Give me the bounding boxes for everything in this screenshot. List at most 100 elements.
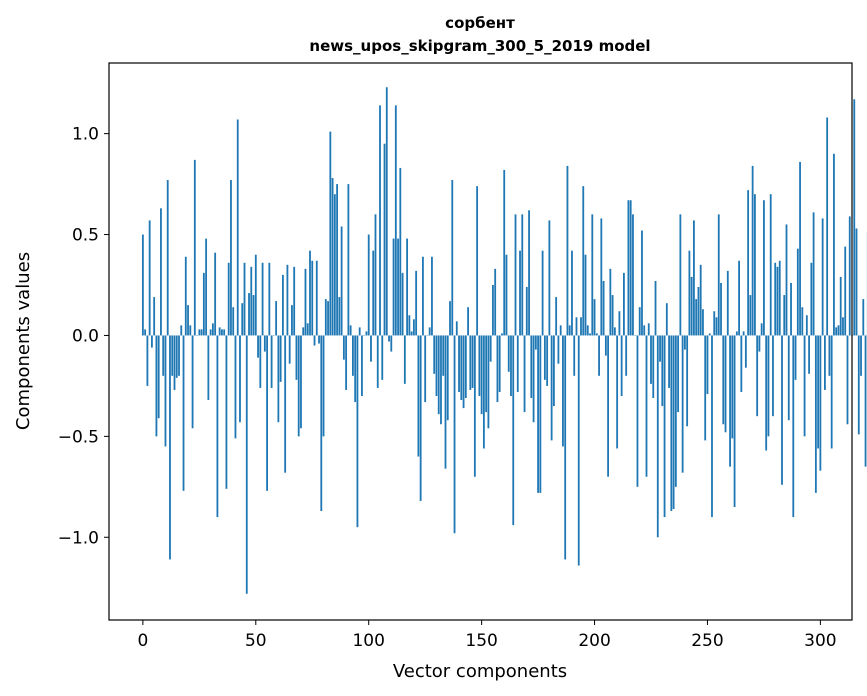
bar-component-269 [749, 295, 752, 336]
bar-component-159 [501, 333, 503, 336]
bar-component-177 [541, 250, 544, 336]
bar-component-235 [672, 335, 675, 510]
bar-component-39 [230, 180, 232, 336]
bar-component-51 [257, 335, 259, 358]
bar-component-80 [322, 335, 325, 437]
bar-component-163 [510, 335, 512, 396]
bar-component-244 [693, 220, 695, 336]
bar-component-180 [548, 220, 551, 336]
bar-component-155 [492, 284, 494, 336]
bar-component-311 [844, 246, 847, 336]
bar-component-30 [209, 329, 212, 336]
bar-component-262 [733, 335, 736, 507]
bar-component-214 [625, 335, 628, 376]
bar-component-313 [848, 216, 851, 336]
bar-component-88 [340, 226, 343, 336]
bar-component-101 [370, 335, 372, 362]
bar-component-89 [342, 335, 345, 360]
bar-component-13 [171, 335, 174, 376]
bar-component-4 [151, 335, 153, 348]
bar-component-113 [397, 238, 399, 336]
bar-component-144 [467, 307, 469, 336]
bar-component-242 [688, 250, 691, 336]
bar-component-308 [837, 325, 840, 336]
bar-component-86 [336, 184, 338, 336]
bar-component-40 [232, 307, 235, 336]
bar-component-217 [632, 214, 634, 336]
bar-component-317 [857, 335, 860, 435]
bar-component-60 [277, 335, 280, 423]
bar-component-78 [318, 335, 320, 344]
bar-component-111 [392, 238, 395, 336]
bar-component-10 [164, 335, 167, 447]
x-tick-label-200: 200 [578, 631, 610, 651]
bar-component-29 [207, 335, 210, 401]
bar-component-28 [205, 238, 208, 336]
bar-component-275 [763, 200, 765, 336]
bar-component-320 [864, 335, 867, 467]
bar-component-42 [236, 119, 239, 336]
bar-component-294 [805, 315, 808, 336]
bar-component-103 [374, 214, 377, 336]
bar-component-79 [320, 335, 323, 512]
y-tick-label-3: 0.5 [72, 226, 99, 246]
bar-component-283 [781, 335, 783, 485]
bar-component-260 [729, 335, 731, 467]
bar-component-271 [753, 194, 756, 336]
bar-component-209 [613, 327, 616, 336]
bar-component-219 [636, 335, 639, 487]
bar-component-252 [711, 335, 713, 518]
bar-component-279 [772, 335, 774, 417]
bar-component-197 [586, 325, 589, 336]
bar-component-210 [616, 335, 619, 449]
bar-component-201 [595, 333, 598, 336]
bar-component-73 [306, 323, 309, 336]
bar-component-138 [453, 335, 456, 534]
bar-component-240 [683, 335, 686, 350]
bar-component-62 [281, 274, 284, 336]
y-tick-label-4: 1.0 [72, 125, 99, 145]
bar-component-77 [315, 260, 318, 336]
bar-component-131 [437, 335, 440, 415]
bar-component-14 [173, 335, 176, 390]
bar-component-304 [828, 335, 831, 376]
bar-component-243 [690, 276, 693, 336]
bar-component-57 [270, 335, 273, 388]
bar-component-205 [604, 335, 607, 356]
bar-component-3 [148, 220, 151, 336]
bar-component-158 [498, 335, 501, 392]
bar-component-263 [735, 331, 738, 336]
y-ticks-group: −1.0 −0.5 0.0 0.5 1.0 [58, 125, 109, 548]
bar-component-50 [254, 254, 257, 336]
bar-component-122 [417, 335, 420, 457]
bar-component-149 [478, 335, 481, 396]
bar-component-25 [198, 329, 201, 336]
bar-component-162 [507, 335, 510, 372]
bar-component-207 [609, 268, 612, 336]
bar-component-90 [345, 335, 348, 390]
bar-component-278 [769, 194, 772, 336]
bar-component-143 [464, 335, 467, 399]
bar-component-172 [530, 335, 533, 399]
bar-component-316 [855, 228, 858, 336]
bar-component-189 [568, 325, 571, 336]
bar-component-259 [726, 270, 729, 336]
bar-component-267 [744, 335, 747, 368]
bar-component-91 [347, 184, 350, 336]
bar-component-133 [442, 335, 445, 376]
x-tick-label-50: 50 [245, 631, 267, 651]
bar-component-137 [451, 180, 454, 336]
bar-component-16 [178, 335, 180, 376]
bar-component-195 [582, 186, 585, 336]
bar-component-83 [329, 131, 332, 336]
bar-component-202 [598, 335, 600, 376]
bar-component-96 [358, 327, 361, 336]
bar-component-117 [406, 238, 409, 336]
bar-component-224 [647, 323, 650, 336]
bar-component-268 [747, 190, 750, 336]
bar-component-194 [580, 317, 582, 336]
bar-component-154 [489, 335, 492, 362]
bar-component-295 [808, 335, 810, 374]
bar-component-318 [860, 335, 862, 376]
